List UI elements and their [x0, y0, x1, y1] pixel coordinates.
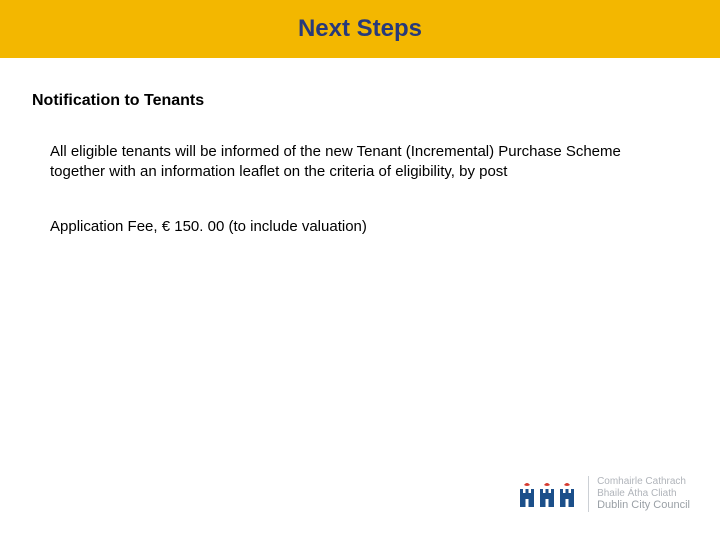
castles-icon: [518, 479, 576, 509]
castle-icon: [558, 479, 576, 509]
paragraph: All eligible tenants will be informed of…: [50, 142, 668, 183]
content-area: Notification to Tenants All eligible ten…: [0, 58, 720, 237]
castle-icon: [518, 479, 536, 509]
footer-line-ga2: Bhaile Átha Cliath: [597, 488, 690, 500]
slide-root: Next Steps Notification to Tenants All e…: [0, 0, 720, 540]
footer-logo-block: Comhairle Cathrach Bhaile Átha Cliath Du…: [518, 476, 690, 512]
slide-title: Next Steps: [298, 15, 422, 43]
footer-line-en: Dublin City Council: [597, 499, 690, 512]
section-subhead: Notification to Tenants: [32, 92, 688, 110]
footer-line-ga1: Comhairle Cathrach: [597, 476, 690, 488]
castle-icon: [538, 479, 556, 509]
title-bar: Next Steps: [0, 0, 720, 58]
paragraph: Application Fee, € 150. 00 (to include v…: [50, 217, 668, 237]
footer-text: Comhairle Cathrach Bhaile Átha Cliath Du…: [588, 476, 690, 512]
